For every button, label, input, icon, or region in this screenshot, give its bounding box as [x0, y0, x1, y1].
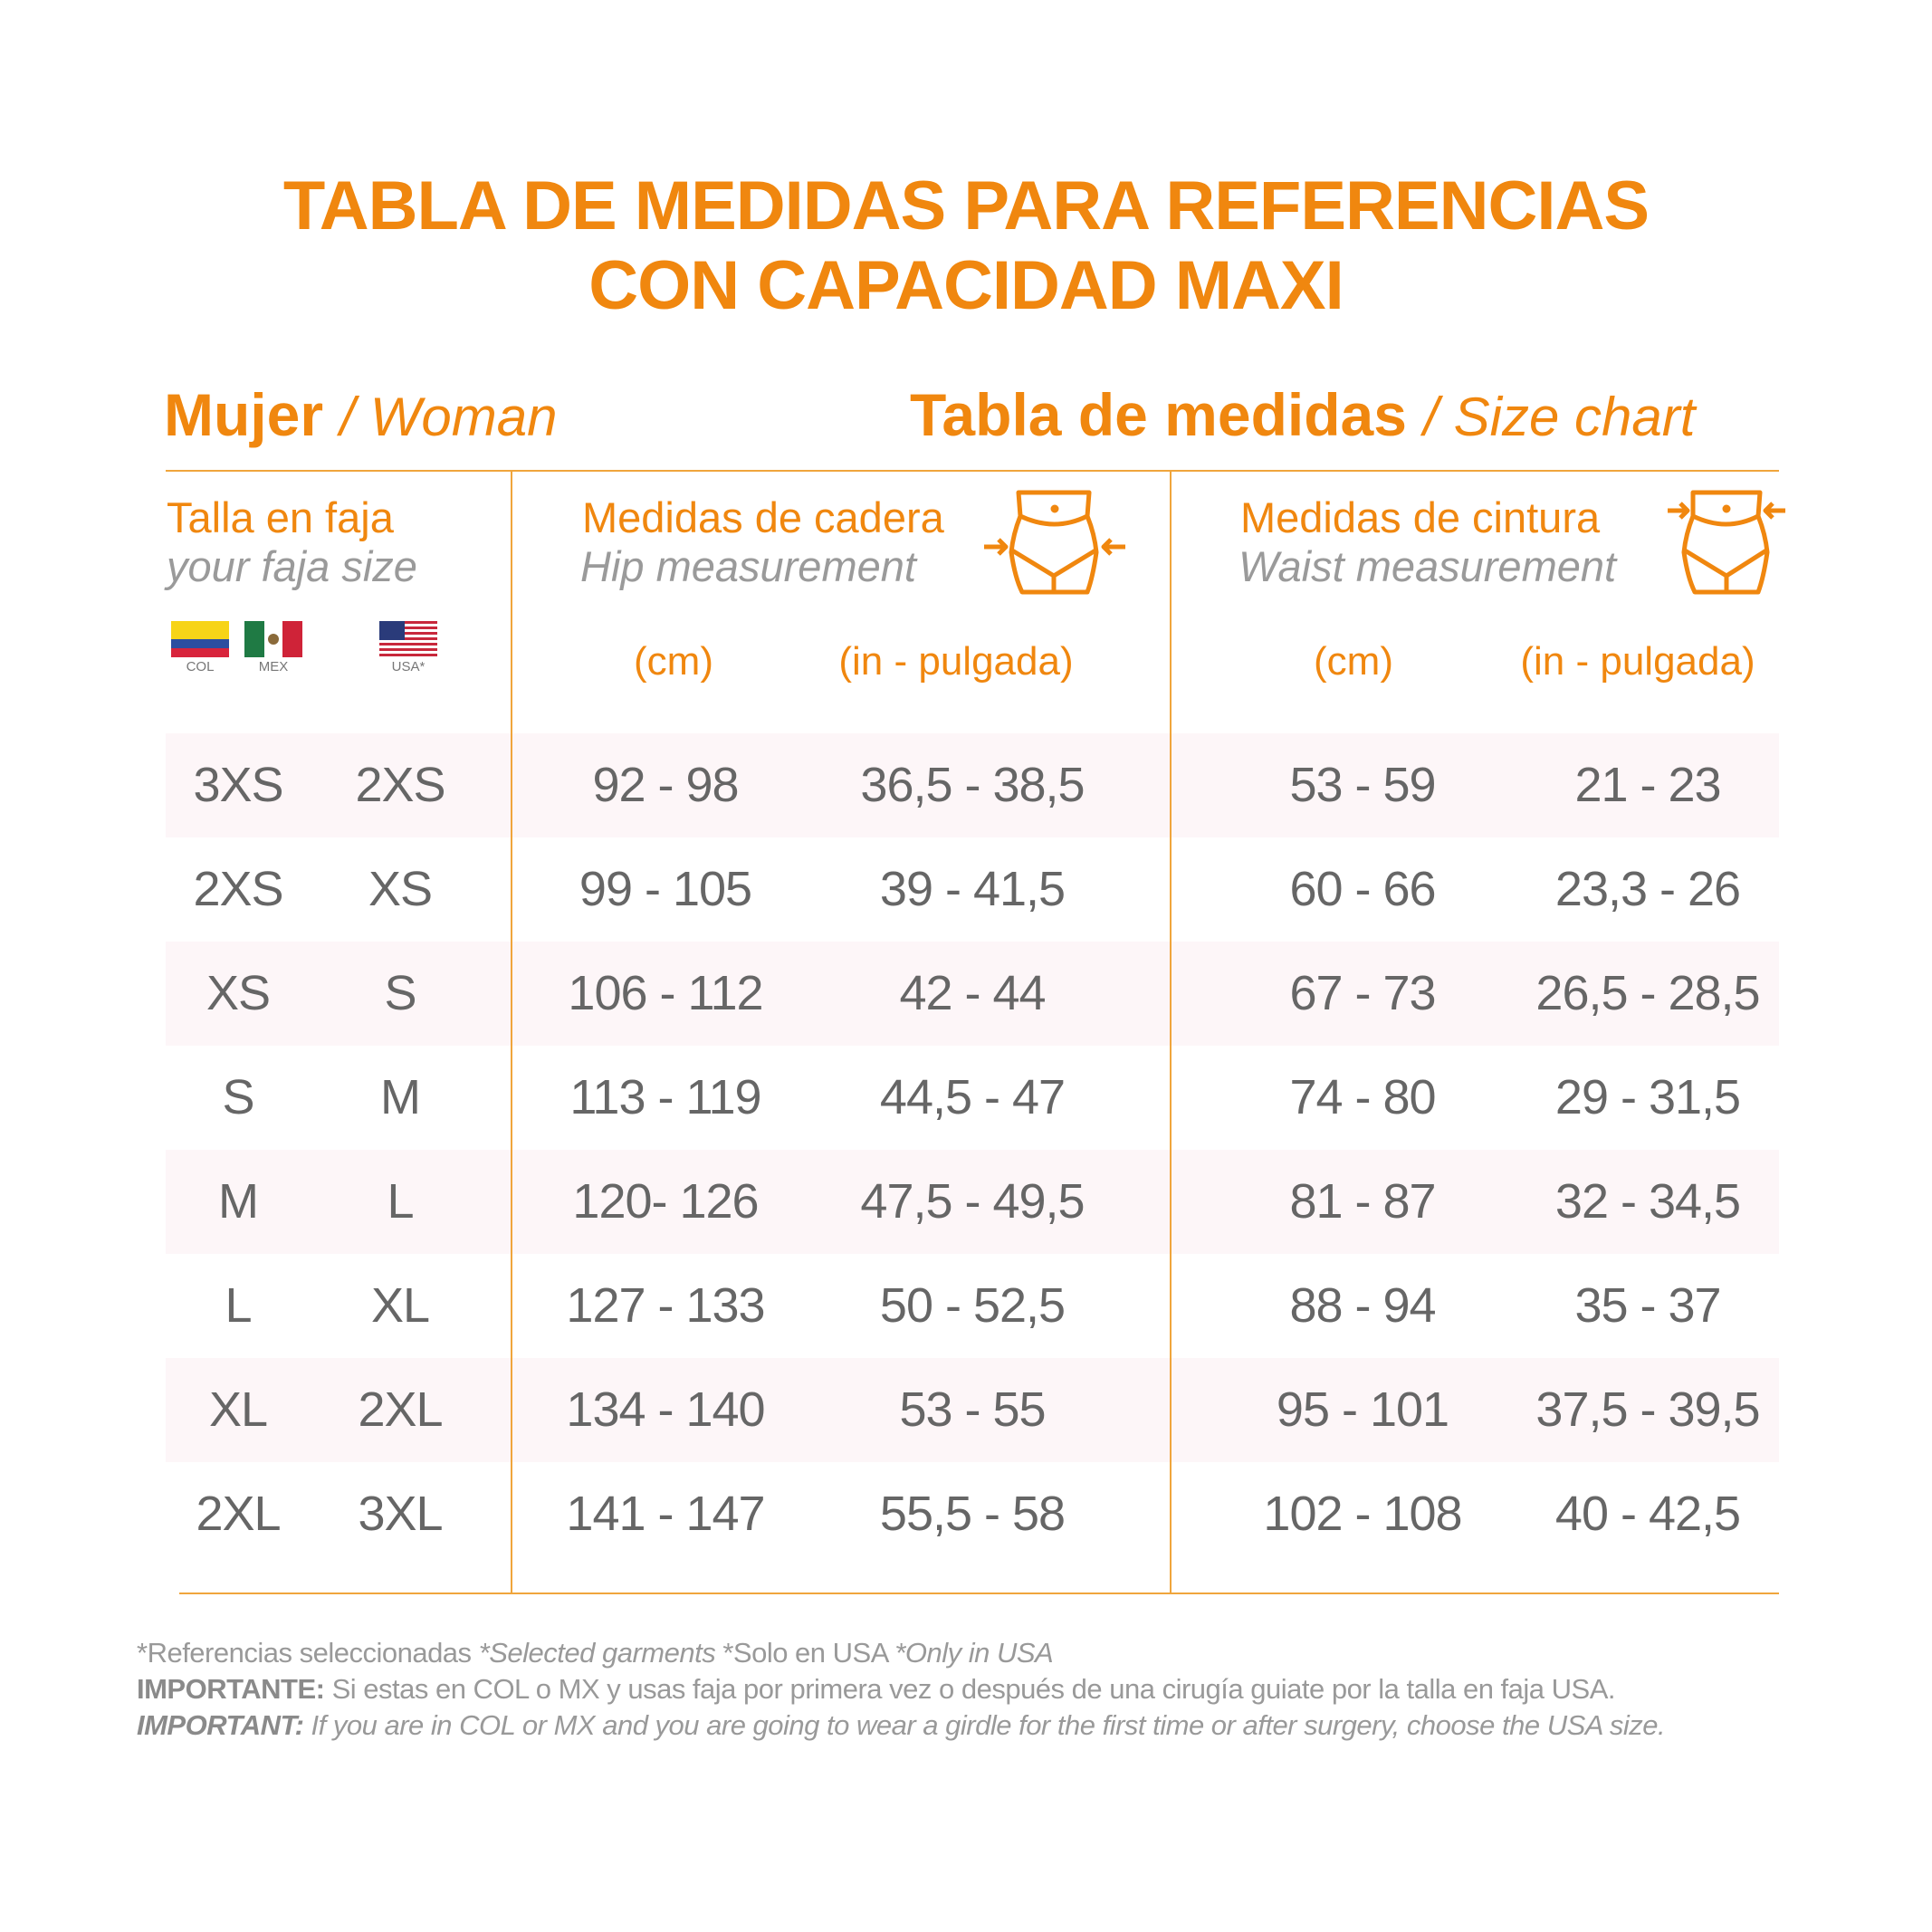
cell-hip-cm: 127 - 133	[566, 1278, 765, 1333]
cell-hip-in: 44,5 - 47	[879, 1070, 1066, 1124]
cell-size-col: L	[225, 1278, 252, 1333]
cell-waist-cm: 81 - 87	[1289, 1174, 1436, 1229]
cell-waist-cm: 67 - 73	[1289, 966, 1436, 1020]
cell-hip-cm: 92 - 98	[592, 758, 739, 812]
woman-label-es: Mujer	[164, 381, 324, 448]
cell-waist-in: 40 - 42,5	[1554, 1487, 1741, 1541]
footnote-en: *Selected garments	[478, 1637, 716, 1669]
cell-size-col: S	[222, 1070, 254, 1124]
cell-waist-cm: 88 - 94	[1289, 1278, 1436, 1333]
cell-size-usa: 2XL	[358, 1382, 443, 1437]
cell-size-usa: 3XL	[358, 1487, 443, 1541]
important-note-es: IMPORTANTE: Si estas en COL o MX y usas …	[137, 1673, 1616, 1706]
size-chart-label-en: / Size chart	[1423, 387, 1696, 447]
cell-hip-cm: 99 - 105	[579, 862, 752, 916]
cell-size-col: 2XS	[193, 862, 283, 916]
table-row: XS S 106 - 112 42 - 44 67 - 73 26,5 - 28,5	[166, 942, 1779, 1046]
usa-flag-icon	[379, 621, 437, 657]
waist-header-title: Medidas de cintura	[1240, 493, 1601, 541]
table-row: XL 2XL 134 - 140 53 - 55 95 - 101 37,5 - 39,5	[166, 1358, 1779, 1462]
size-header-title: Talla en faja	[167, 493, 394, 541]
cell-waist-in: 26,5 - 28,5	[1535, 966, 1760, 1020]
hip-header-subtitle: Hip measurement	[580, 542, 916, 590]
top-divider	[166, 470, 1779, 472]
bottom-divider	[179, 1592, 1779, 1594]
footnote-usa-en: *Only in USA	[894, 1637, 1054, 1669]
cell-waist-cm: 102 - 108	[1263, 1487, 1462, 1541]
cell-waist-in: 21 - 23	[1574, 758, 1721, 812]
size-chart-label-es: Tabla de medidas	[910, 381, 1407, 448]
column-divider	[1170, 471, 1172, 1593]
cell-size-col: 3XS	[193, 758, 283, 812]
important-note-en: IMPORTANT: If you are in COL or MX and y…	[137, 1709, 1666, 1742]
table-row: 2XL 3XL 141 - 147 55,5 - 58 102 - 108 40 - 42…	[166, 1462, 1779, 1566]
cell-size-col: M	[218, 1174, 259, 1229]
cell-waist-cm: 74 - 80	[1289, 1070, 1436, 1124]
column-divider	[511, 471, 512, 1593]
flag-label-col: COL	[186, 659, 215, 674]
cell-waist-cm: 95 - 101	[1276, 1382, 1449, 1437]
footnote-usa-es: *Solo en USA	[715, 1637, 895, 1669]
cell-hip-in: 39 - 41,5	[879, 862, 1066, 916]
cell-hip-in: 42 - 44	[899, 966, 1046, 1020]
important-label-es: IMPORTANTE:	[137, 1673, 325, 1705]
subheader-right: Tabla de medidas / Size chart	[910, 380, 1695, 449]
cell-hip-in: 47,5 - 49,5	[860, 1174, 1085, 1229]
table-row: M L 120- 126 47,5 - 49,5 81 - 87 32 - 34,5	[166, 1150, 1779, 1254]
important-text-es: Si estas en COL o MX y usas faja por pri…	[324, 1673, 1616, 1705]
title-line-1: TABLA DE MEDIDAS PARA REFERENCIAS	[282, 167, 1650, 244]
cell-waist-cm: 60 - 66	[1289, 862, 1436, 916]
footnote-es: *Referencias seleccionadas	[137, 1637, 479, 1669]
cell-hip-cm: 120- 126	[572, 1174, 759, 1229]
cell-hip-cm: 113 - 119	[569, 1070, 761, 1124]
flag-label-usa: USA*	[391, 659, 426, 674]
cell-waist-in: 37,5 - 39,5	[1535, 1382, 1760, 1437]
cell-hip-cm: 134 - 140	[566, 1382, 765, 1437]
waist-header-subtitle: Waist measurement	[1239, 542, 1617, 590]
table-row: S M 113 - 119 44,5 - 47 74 - 80 29 - 31,5	[166, 1046, 1779, 1150]
cell-waist-cm: 53 - 59	[1289, 758, 1436, 812]
title-line-2: CON CAPACIDAD MAXI	[588, 247, 1344, 324]
cell-hip-in: 50 - 52,5	[879, 1278, 1066, 1333]
table-row: 2XS XS 99 - 105 39 - 41,5 60 - 66 23,3 - 26	[166, 837, 1779, 942]
mexico-flag-icon	[244, 621, 302, 657]
cell-size-col: XS	[206, 966, 271, 1020]
cell-hip-in: 36,5 - 38,5	[860, 758, 1085, 812]
flag-label-mex: MEX	[258, 659, 289, 674]
footnote-references: *Referencias seleccionadas *Selected gar…	[137, 1637, 1054, 1669]
cell-size-usa: L	[387, 1174, 414, 1229]
cell-size-col: 2XL	[196, 1487, 281, 1541]
important-text-en: If you are in COL or MX and you are goin…	[303, 1709, 1666, 1741]
important-label-en: IMPORTANT:	[137, 1709, 304, 1741]
cell-size-usa: 2XS	[355, 758, 445, 812]
cell-size-usa: S	[384, 966, 416, 1020]
size-header-subtitle: your faja size	[167, 542, 417, 590]
cell-size-col: XL	[208, 1382, 268, 1437]
colombia-flag-icon	[171, 621, 229, 657]
cell-waist-in: 32 - 34,5	[1554, 1174, 1741, 1229]
hip-unit-cm: (cm)	[634, 639, 713, 684]
waist-measure-icon	[1668, 490, 1785, 595]
hip-header-title: Medidas de cadera	[582, 493, 944, 541]
cell-size-usa: XS	[368, 862, 433, 916]
waist-unit-in: (in - pulgada)	[1520, 639, 1755, 684]
cell-waist-in: 23,3 - 26	[1554, 862, 1741, 916]
cell-hip-in: 53 - 55	[899, 1382, 1046, 1437]
hip-unit-in: (in - pulgada)	[838, 639, 1074, 684]
cell-hip-cm: 106 - 112	[568, 966, 763, 1020]
cell-waist-in: 35 - 37	[1574, 1278, 1721, 1333]
table-row: 3XS 2XS 92 - 98 36,5 - 38,5 53 - 59 21 - 23	[166, 733, 1779, 837]
cell-size-usa: XL	[370, 1278, 430, 1333]
cell-hip-in: 55,5 - 58	[879, 1487, 1066, 1541]
subheader-left: Mujer / Woman	[164, 380, 557, 449]
cell-hip-cm: 141 - 147	[566, 1487, 765, 1541]
waist-unit-cm: (cm)	[1314, 639, 1393, 684]
table-row: L XL 127 - 133 50 - 52,5 88 - 94 35 - 37	[166, 1254, 1779, 1358]
cell-waist-in: 29 - 31,5	[1554, 1070, 1741, 1124]
cell-size-usa: M	[380, 1070, 421, 1124]
woman-label-en: / Woman	[340, 387, 558, 447]
hip-measure-icon	[984, 490, 1125, 595]
